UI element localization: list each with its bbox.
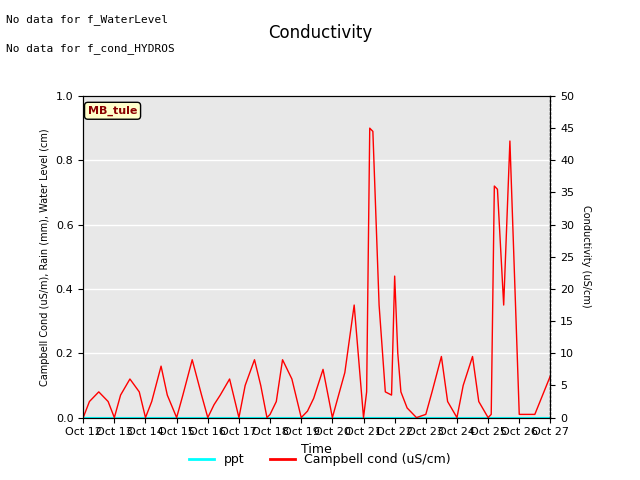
Y-axis label: Campbell Cond (uS/m), Rain (mm), Water Level (cm): Campbell Cond (uS/m), Rain (mm), Water L… <box>40 128 50 385</box>
Y-axis label: Conductivity (uS/cm): Conductivity (uS/cm) <box>581 205 591 308</box>
X-axis label: Time: Time <box>301 443 332 456</box>
Text: Conductivity: Conductivity <box>268 24 372 42</box>
Legend: ppt, Campbell cond (uS/cm): ppt, Campbell cond (uS/cm) <box>184 448 456 471</box>
Text: No data for f_cond_HYDROS: No data for f_cond_HYDROS <box>6 43 175 54</box>
Text: No data for f_WaterLevel: No data for f_WaterLevel <box>6 14 168 25</box>
Text: MB_tule: MB_tule <box>88 106 137 116</box>
